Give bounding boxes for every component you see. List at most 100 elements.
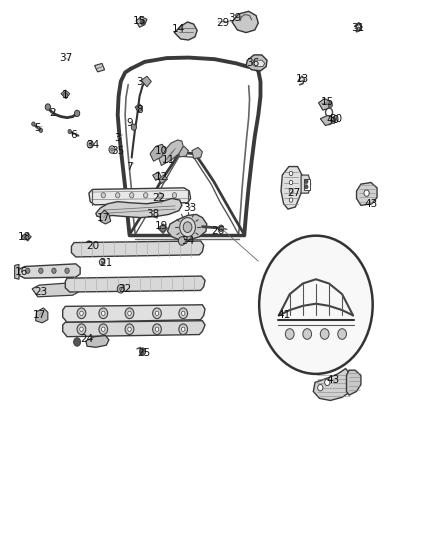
Circle shape [85, 241, 92, 249]
Circle shape [77, 324, 86, 335]
Polygon shape [96, 198, 182, 217]
Circle shape [39, 268, 43, 273]
Circle shape [25, 268, 30, 273]
Polygon shape [158, 175, 167, 183]
Circle shape [364, 190, 369, 196]
Polygon shape [63, 305, 205, 322]
Circle shape [304, 179, 308, 183]
Text: 22: 22 [152, 193, 166, 204]
Circle shape [125, 308, 134, 319]
Polygon shape [252, 60, 265, 67]
Polygon shape [357, 182, 377, 205]
Text: 26: 26 [212, 227, 225, 237]
Circle shape [303, 329, 311, 340]
Circle shape [158, 192, 162, 198]
Circle shape [99, 308, 108, 319]
Circle shape [52, 268, 56, 273]
Circle shape [179, 308, 187, 319]
Text: 43: 43 [327, 375, 340, 385]
Circle shape [325, 379, 330, 385]
Circle shape [32, 122, 35, 126]
Circle shape [117, 285, 124, 293]
Text: 3: 3 [114, 133, 121, 143]
Circle shape [111, 148, 113, 151]
Circle shape [179, 324, 187, 335]
Circle shape [39, 128, 42, 133]
Text: 1: 1 [62, 90, 69, 100]
Text: 33: 33 [183, 203, 196, 213]
Circle shape [45, 104, 50, 110]
Circle shape [89, 143, 92, 146]
Polygon shape [86, 336, 109, 348]
Text: 23: 23 [34, 287, 47, 297]
Polygon shape [136, 17, 147, 27]
Circle shape [338, 329, 346, 340]
Text: 9: 9 [126, 118, 133, 128]
Circle shape [128, 327, 131, 332]
Polygon shape [35, 308, 48, 323]
Polygon shape [177, 147, 188, 157]
Text: 19: 19 [155, 221, 168, 231]
Circle shape [125, 324, 134, 335]
Circle shape [80, 311, 83, 316]
Polygon shape [167, 214, 207, 240]
Polygon shape [18, 264, 80, 278]
Circle shape [152, 324, 161, 335]
Polygon shape [14, 264, 19, 279]
Text: 39: 39 [228, 13, 241, 23]
Circle shape [289, 198, 293, 202]
Circle shape [74, 110, 80, 117]
Circle shape [102, 327, 105, 332]
Text: 6: 6 [71, 130, 78, 140]
Text: 7: 7 [126, 161, 133, 172]
Circle shape [116, 192, 120, 198]
Text: 38: 38 [146, 209, 159, 220]
Text: 37: 37 [59, 53, 72, 63]
Text: 14: 14 [172, 25, 185, 35]
Text: 15: 15 [133, 17, 146, 27]
Polygon shape [318, 99, 330, 110]
Circle shape [325, 108, 332, 117]
Text: 18: 18 [18, 232, 32, 242]
Text: 25: 25 [137, 348, 151, 358]
Circle shape [120, 287, 122, 290]
Circle shape [331, 117, 336, 124]
Polygon shape [192, 148, 202, 159]
Circle shape [102, 311, 105, 316]
Text: 15: 15 [321, 96, 334, 107]
Circle shape [183, 222, 192, 232]
Circle shape [180, 217, 195, 237]
Polygon shape [95, 63, 105, 72]
Circle shape [147, 211, 151, 216]
Polygon shape [281, 166, 302, 209]
Text: 12: 12 [155, 172, 168, 182]
Circle shape [63, 93, 67, 98]
Circle shape [130, 192, 134, 198]
Text: 17: 17 [97, 213, 110, 223]
Text: 17: 17 [32, 310, 46, 320]
Text: 40: 40 [327, 115, 340, 125]
Polygon shape [320, 116, 333, 126]
Text: 3: 3 [136, 77, 143, 87]
Circle shape [68, 130, 71, 134]
Circle shape [172, 192, 177, 198]
Circle shape [77, 308, 86, 319]
Circle shape [137, 105, 142, 111]
Circle shape [328, 102, 332, 108]
Text: 16: 16 [15, 267, 28, 277]
Circle shape [304, 184, 308, 189]
Polygon shape [71, 241, 204, 257]
Text: 24: 24 [81, 334, 94, 344]
Polygon shape [100, 210, 111, 224]
Text: 10: 10 [155, 146, 168, 156]
Polygon shape [301, 175, 311, 193]
Polygon shape [232, 11, 258, 33]
Circle shape [99, 324, 108, 335]
Polygon shape [65, 276, 205, 292]
Text: 32: 32 [119, 284, 132, 294]
Polygon shape [313, 368, 353, 400]
Circle shape [152, 308, 161, 319]
Polygon shape [246, 55, 267, 71]
Polygon shape [150, 144, 166, 161]
Polygon shape [159, 140, 183, 165]
